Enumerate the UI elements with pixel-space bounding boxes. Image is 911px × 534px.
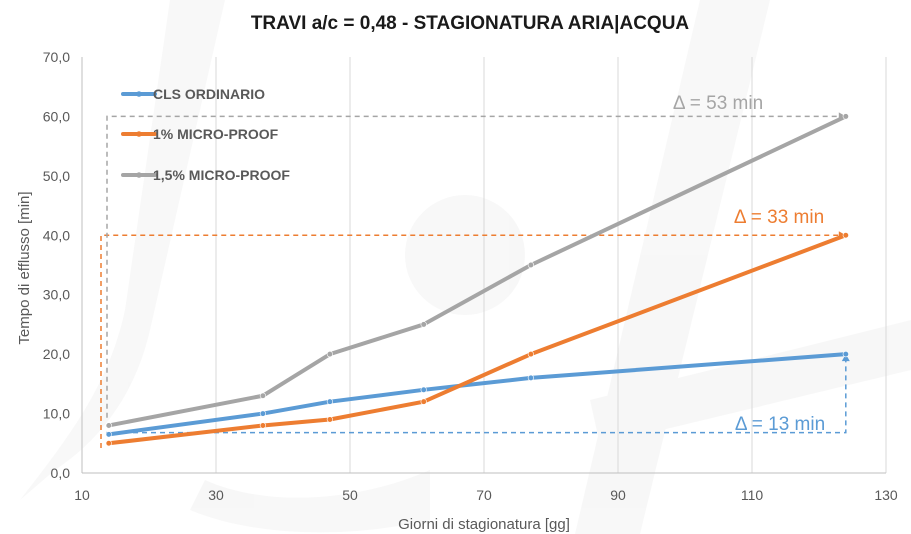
data-point	[842, 351, 849, 358]
axes	[81, 57, 886, 474]
series-line	[106, 352, 848, 437]
data-point	[105, 440, 112, 447]
series-line	[106, 114, 848, 428]
legend: CLS ORDINARIO 1% MICRO-PROOF 1,5% MICRO-PR…	[121, 86, 290, 183]
x-tick-label: 90	[610, 487, 626, 503]
legend-marker	[136, 172, 142, 178]
y-axis-label: Tempo di efflusso [min]	[16, 191, 33, 344]
delta-guide-arrow	[841, 354, 850, 362]
delta-guide	[106, 360, 847, 434]
legend-label: 1% MICRO-PROOF	[153, 126, 279, 142]
x-tick-label: 10	[74, 487, 90, 503]
data-point	[527, 261, 535, 269]
y-tick-label: 40,0	[43, 227, 70, 243]
data-point	[259, 392, 267, 399]
y-tick-label: 0,0	[51, 465, 71, 481]
data-point	[420, 321, 427, 328]
grid	[215, 57, 887, 473]
delta-annotation: Δ = 53 min	[673, 93, 763, 114]
x-tick-labels: 10 30 50 70 90 110 130	[74, 487, 898, 503]
legend-marker	[136, 131, 142, 137]
x-tick-label: 130	[874, 487, 898, 503]
watermark-logo	[20, 0, 911, 534]
data-point	[420, 398, 427, 405]
y-tick-label: 50,0	[43, 168, 70, 184]
data-point	[420, 386, 427, 393]
x-tick-label: 30	[208, 487, 224, 503]
x-tick-label: 70	[476, 487, 492, 503]
data-point	[105, 431, 112, 438]
data-point	[259, 422, 267, 429]
data-point	[259, 410, 267, 417]
y-tick-labels: 0,0 10,0 20,0 30,0 40,0 50,0 60,0 70,0	[43, 49, 70, 481]
data-point	[842, 232, 849, 239]
y-tick-label: 10,0	[43, 406, 70, 422]
legend-label: CLS ORDINARIO	[153, 86, 265, 102]
chart-title: TRAVI a/c = 0,48 - STAGIONATURA ARIA|ACQ…	[251, 13, 690, 34]
x-axis-label: Giorni di stagionatura [gg]	[398, 516, 570, 533]
delta-annotation: Δ = 33 min	[734, 207, 824, 228]
data-point	[326, 351, 334, 358]
x-tick-label: 50	[342, 487, 358, 503]
data-point	[527, 351, 535, 358]
legend-label: 1,5% MICRO-PROOF	[153, 167, 290, 183]
y-tick-label: 30,0	[43, 287, 70, 303]
delta-guide	[106, 115, 840, 418]
data-point	[842, 113, 849, 120]
data-point	[527, 374, 535, 382]
legend-marker	[136, 91, 142, 97]
data-point	[105, 422, 112, 429]
series-lines	[105, 113, 849, 447]
y-tick-label: 70,0	[43, 49, 70, 65]
data-point	[326, 416, 334, 423]
series-line	[106, 233, 848, 446]
delta-annotation: Δ = 13 min	[735, 414, 825, 435]
y-tick-label: 60,0	[43, 108, 70, 124]
y-tick-label: 20,0	[43, 346, 70, 362]
x-tick-label: 110	[741, 487, 764, 503]
annotations: Δ = 53 min Δ = 33 min Δ = 13 min	[673, 93, 825, 435]
data-point	[326, 398, 334, 405]
